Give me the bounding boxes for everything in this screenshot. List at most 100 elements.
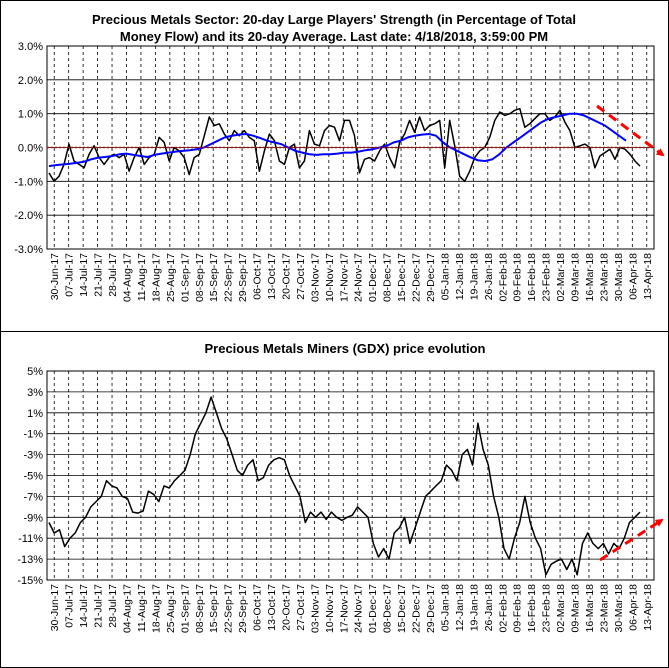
x-tick-label: 27-Oct-17 [295,584,307,631]
y-tick-label: 3% [27,387,43,399]
data-series-line [48,396,641,576]
x-tick-label: 23-Feb-18 [541,253,553,302]
x-tick-label: 05-Jan-18 [439,253,451,300]
y-tick-label: 3.0% [18,41,43,53]
x-tick-label: 29-Dec-17 [425,584,437,633]
x-tick-label: 12-Jan-18 [454,584,466,631]
y-tick-label: 5% [27,366,43,378]
x-tick-label: 11-Aug-17 [136,584,148,632]
y-tick-label: -1% [23,429,43,441]
y-tick-label: -15% [17,575,43,587]
x-tick-label: 29-Sep-17 [237,253,249,302]
x-tick-label: 26-Jan-18 [483,584,495,631]
x-tick-label: 09-Mar-18 [570,584,582,633]
x-tick-label: 03-Nov-17 [309,253,321,302]
x-tick-label: 13-Apr-18 [642,253,654,300]
top-plot-area: 3.0% 2.0% 1.0% 0.0% -1.0% -2.0% -3.0% 30-Jun-17… [14,41,655,302]
y-tick-label: -2.0% [14,210,43,222]
y-tick-label: -7% [23,491,43,503]
top-down-arrow-annotation [596,104,665,157]
y-tick-label: 1.0% [18,109,43,121]
x-tick-label: 07-Jul-17 [64,584,76,628]
x-tick-label: 02-Feb-18 [497,253,509,302]
x-tick-label: 19-Jan-18 [468,584,480,631]
x-tick-label: 06-Apr-18 [627,253,639,300]
x-tick-label: 28-Jul-17 [107,584,119,628]
y-tick-label: -9% [23,512,43,524]
x-tick-label: 25-Aug-17 [165,253,177,302]
data-series-line [48,107,641,183]
x-tick-label: 30-Mar-18 [613,584,625,633]
x-tick-label: 01-Dec-17 [367,253,379,302]
x-tick-label: 19-Jan-18 [468,253,480,300]
x-tick-label: 04-Aug-17 [121,584,133,633]
x-tick-label: 24-Nov-17 [353,253,365,302]
x-tick-label: 08-Dec-17 [382,584,394,633]
x-tick-label: 06-Apr-18 [627,584,639,631]
y-tick-label: -13% [17,554,43,566]
x-tick-label: 22-Sep-17 [223,253,235,302]
x-tick-label: 30-Jun-17 [49,584,61,631]
x-tick-label: 25-Aug-17 [165,584,177,633]
x-tick-label: 09-Mar-18 [570,253,582,302]
bottom-chart-title: Precious Metals Miners (GDX) price evolu… [204,341,485,356]
x-tick-label: 16-Feb-18 [526,584,538,633]
x-tick-label: 23-Mar-18 [598,584,610,633]
x-tick-label: 01-Dec-17 [367,584,379,633]
x-tick-label: 01-Sep-17 [179,584,191,633]
x-tick-label: 16-Mar-18 [584,253,596,302]
x-tick-label: 22-Dec-17 [411,584,423,633]
y-tick-label: -5% [23,471,43,483]
x-tick-label: 13-Apr-18 [642,584,654,631]
x-tick-label: 06-Oct-17 [252,253,264,300]
x-tick-label: 08-Dec-17 [382,253,394,302]
x-tick-label: 09-Feb-18 [512,584,524,633]
x-tick-label: 08-Sep-17 [194,584,206,633]
x-tick-label: 17-Nov-17 [338,253,350,302]
x-tick-label: 18-Aug-17 [150,253,162,302]
x-tick-label: 30-Mar-18 [613,253,625,302]
x-tick-label: 21-Jul-17 [93,584,105,628]
x-tick-label: 14-Jul-17 [78,584,90,628]
x-tick-label: 02-Feb-18 [497,584,509,633]
x-tick-label: 04-Aug-17 [121,253,133,302]
x-tick-label: 15-Dec-17 [396,584,408,633]
x-tick-label: 11-Aug-17 [136,253,148,301]
x-tick-label: 29-Dec-17 [425,253,437,302]
y-tick-label: 0.0% [18,143,43,155]
x-tick-label: 15-Sep-17 [208,584,220,633]
x-tick-label: 20-Oct-17 [280,584,292,631]
x-tick-label: 27-Oct-17 [295,253,307,300]
x-tick-label: 24-Nov-17 [353,584,365,633]
x-tick-label: 09-Feb-18 [512,253,524,302]
x-tick-label: 16-Mar-18 [584,584,596,633]
x-tick-label: 30-Jun-17 [49,253,61,300]
x-tick-label: 22-Sep-17 [223,584,235,633]
y-tick-label: 1% [27,408,43,420]
x-tick-label: 15-Sep-17 [208,253,220,302]
x-tick-label: 12-Jan-18 [454,253,466,300]
x-tick-label: 16-Feb-18 [526,253,538,302]
bottom-up-arrow-annotation [599,518,664,562]
x-tick-label: 13-Oct-17 [266,584,278,631]
y-tick-label: -3.0% [14,244,43,256]
top-chart-title-line2: Money Flow) and its 20-day Average. Last… [120,29,548,44]
x-tick-label: 29-Sep-17 [237,584,249,633]
x-tick-label: 23-Feb-18 [541,584,553,633]
y-tick-label: -11% [18,533,43,545]
x-tick-label: 10-Nov-17 [324,253,336,302]
x-tick-label: 13-Oct-17 [266,253,278,300]
x-tick-label: 01-Sep-17 [179,253,191,302]
x-tick-label: 02-Mar-18 [555,584,567,633]
x-tick-label: 14-Jul-17 [78,253,90,297]
x-tick-label: 06-Oct-17 [252,584,264,631]
x-tick-label: 07-Jul-17 [64,253,76,297]
x-tick-label: 17-Nov-17 [338,584,350,633]
x-tick-label: 20-Oct-17 [280,253,292,300]
x-tick-label: 05-Jan-18 [439,584,451,631]
x-tick-label: 02-Mar-18 [555,253,567,302]
x-tick-label: 18-Aug-17 [150,584,162,633]
x-tick-label: 28-Jul-17 [107,253,119,297]
x-tick-label: 26-Jan-18 [483,253,495,300]
